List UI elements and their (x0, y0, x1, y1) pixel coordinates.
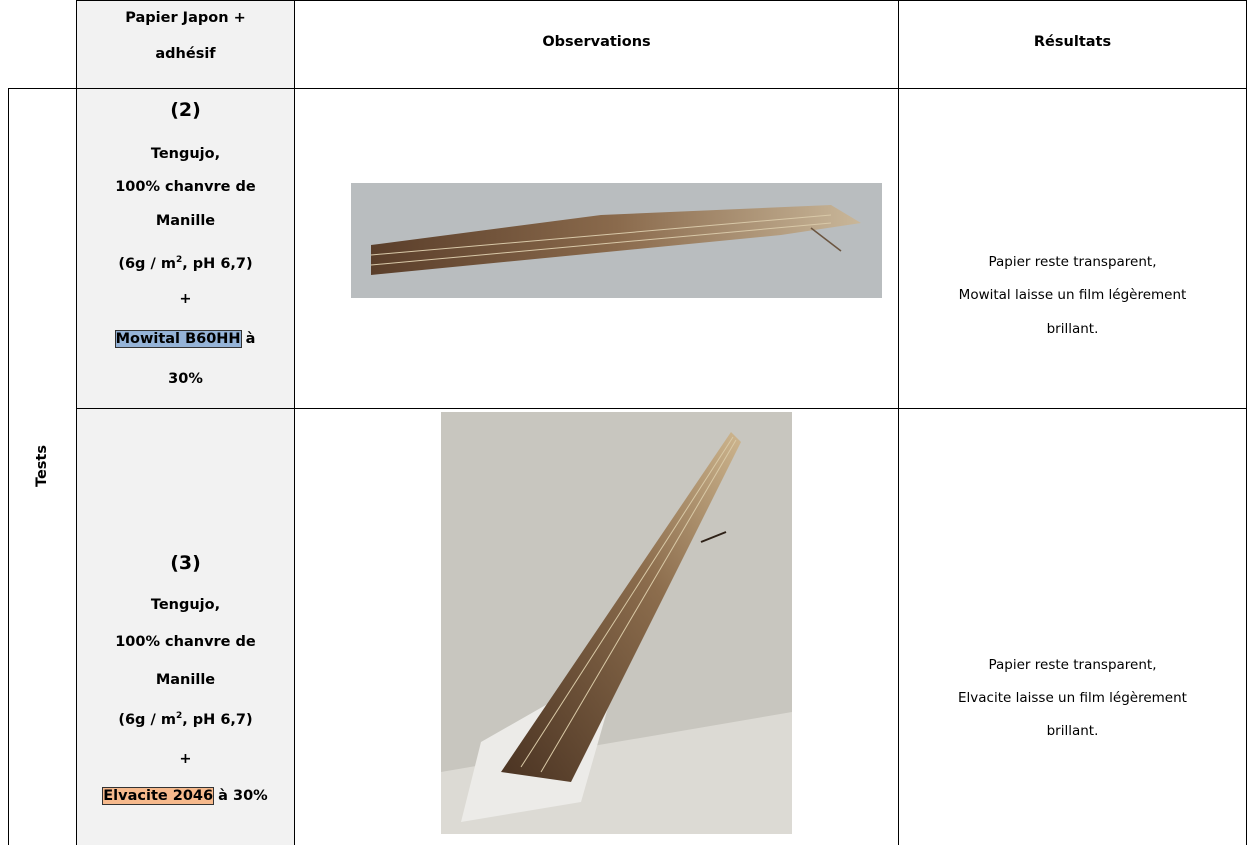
text-line: Elvacite 2046 à 30% (77, 787, 294, 805)
row-number: (3) (170, 552, 201, 574)
header-cell: Résultats (899, 0, 1246, 88)
highlight: Mowital B60HH (114, 330, 242, 348)
cell: (3) Tengujo, 100% chanvre de Manille (6g… (77, 409, 294, 845)
text: Papier reste transparent, (988, 657, 1157, 673)
header-text: Résultats (1033, 34, 1112, 50)
side-label: Tests (34, 445, 50, 487)
cell: Papier reste transparent, Elvacite laiss… (899, 409, 1246, 845)
text-line: Mowital B60HH à (77, 330, 294, 348)
text: + (179, 291, 192, 307)
photo (351, 183, 882, 298)
rule (294, 0, 295, 845)
rule (8, 88, 1247, 89)
text: Papier reste transparent, (988, 254, 1157, 270)
text: 100% chanvre de (115, 179, 256, 195)
text: Manille (155, 672, 216, 688)
header-text: Observations (542, 34, 651, 50)
text: , pH 6,7) (182, 256, 253, 272)
text: à (240, 331, 256, 347)
rule (76, 0, 1247, 1)
text: Manille (155, 213, 216, 229)
cell: (2) Tengujo, 100% chanvre de Manille (6g… (77, 89, 294, 408)
cell: Papier reste transparent, Mowital laisse… (899, 89, 1246, 408)
cell-bg (77, 409, 294, 845)
header-cell-bg (77, 0, 294, 88)
text: (6g / m (118, 712, 176, 728)
text: Tengujo, (150, 146, 221, 162)
text: , pH 6,7) (182, 712, 253, 728)
text: (6g / m (118, 256, 176, 272)
text: brillant. (1046, 321, 1099, 337)
header-text: Papier Japon + (125, 10, 246, 26)
text: 100% chanvre de (115, 634, 256, 650)
photo (441, 412, 792, 834)
text-line: (6g / m2, pH 6,7) (77, 711, 294, 728)
text-line: (6g / m2, pH 6,7) (77, 255, 294, 272)
rule (76, 0, 77, 845)
rule (898, 0, 899, 845)
text: brillant. (1046, 723, 1099, 739)
highlight: Elvacite 2046 (102, 787, 215, 805)
rule (76, 408, 1247, 409)
text: + (179, 751, 192, 767)
text: à 30% (213, 788, 268, 804)
text: 2 (175, 255, 183, 265)
row-number: (2) (170, 99, 201, 121)
cell-bg (77, 89, 294, 408)
header-cell: Papier Japon + adhésif (77, 0, 294, 88)
text: Mowital laisse un film légèrement (958, 287, 1187, 303)
text: Elvacite laisse un film légèrement (958, 690, 1187, 706)
rule (8, 88, 9, 845)
header-cell: Observations (295, 0, 898, 88)
text: 2 (175, 711, 183, 721)
header-text: adhésif (155, 46, 216, 62)
text: 30% (168, 371, 203, 387)
text: Tengujo, (150, 597, 221, 613)
